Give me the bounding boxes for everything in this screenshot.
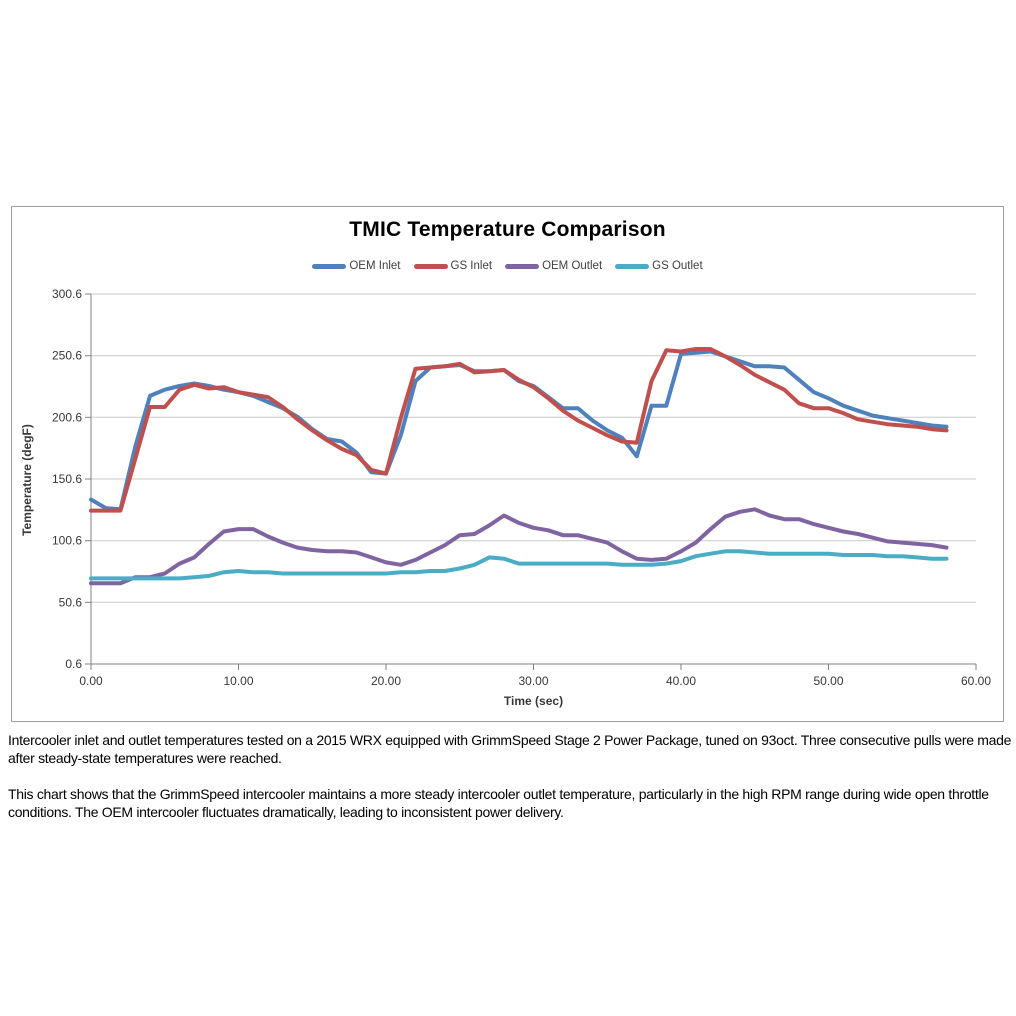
legend-line-swatch-gs-outlet xyxy=(615,263,650,269)
x-axis-title: Time (sec) xyxy=(503,694,564,708)
x-tick-label: 60.00 xyxy=(961,674,991,688)
legend-label: OEM Inlet xyxy=(349,260,401,272)
caption-paragraph-2: This chart shows that the GrimmSpeed int… xyxy=(8,786,989,820)
y-tick-label: 200.6 xyxy=(52,410,82,424)
legend-label: GS Outlet xyxy=(652,260,703,272)
y-tick-label: 150.6 xyxy=(52,472,82,486)
series-line-oem-outlet xyxy=(89,507,949,586)
caption-paragraph-1: Intercooler inlet and outlet temperature… xyxy=(8,732,1012,766)
y-axis-title: Temperature (degF) xyxy=(20,424,34,536)
series-line-oem-inlet xyxy=(89,349,949,512)
legend-item-gs-outlet: GS Outlet xyxy=(615,260,703,272)
x-tick-label: 40.00 xyxy=(666,674,696,688)
series-line-gs-inlet xyxy=(89,347,949,513)
x-tick-label: 50.00 xyxy=(813,674,843,688)
y-tick-label: 100.6 xyxy=(52,534,82,548)
y-tick-label: 50.6 xyxy=(59,595,83,609)
legend-item-gs-inlet: GS Inlet xyxy=(413,260,493,272)
legend-item-oem-outlet: OEM Outlet xyxy=(505,260,602,272)
x-tick-label: 0.00 xyxy=(79,674,103,688)
y-tick-label: 300.6 xyxy=(52,287,82,301)
chart-title: TMIC Temperature Comparison xyxy=(349,218,666,241)
legend-line-swatch-oem-outlet xyxy=(505,263,540,269)
legend-line-swatch-gs-inlet xyxy=(413,263,448,269)
legend-label: GS Inlet xyxy=(450,260,493,272)
caption-text: Intercooler inlet and outlet temperature… xyxy=(8,731,1012,839)
x-tick-label: 30.00 xyxy=(518,674,548,688)
legend-item-oem-inlet: OEM Inlet xyxy=(312,260,401,272)
legend-label: OEM Outlet xyxy=(542,260,603,272)
chart-canvas: 300.6 250.6 200.6 150.6 100.6 50.6 0.6 0.00 10.0… xyxy=(52,287,991,688)
legend-line-swatch-oem-inlet xyxy=(312,263,347,269)
x-tick-label: 10.00 xyxy=(223,674,253,688)
chart-panel: TMIC Temperature Comparison OEM Inlet GS… xyxy=(11,206,1004,722)
series-line-gs-outlet xyxy=(89,549,949,581)
y-tick-label: 0.6 xyxy=(65,657,82,671)
x-tick-label: 20.00 xyxy=(371,674,401,688)
chart-legend: OEM Inlet GS Inlet OEM Outlet GS Outlet xyxy=(12,260,1003,272)
y-tick-label: 250.6 xyxy=(52,349,82,363)
